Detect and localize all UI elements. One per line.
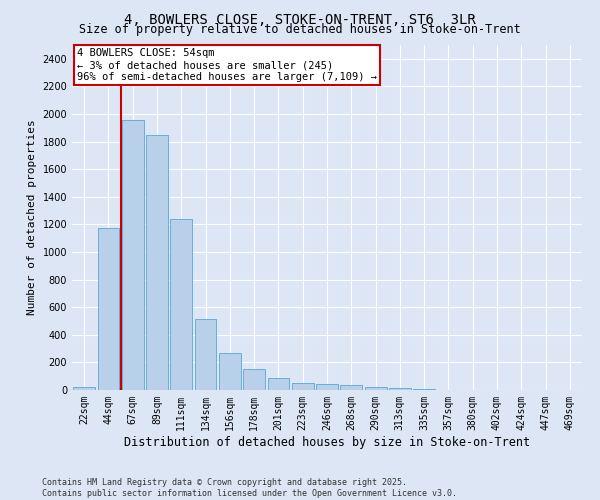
Bar [365, 387, 386, 390]
Bar [340, 385, 362, 390]
Text: 4 BOWLERS CLOSE: 54sqm
← 3% of detached houses are smaller (245)
96% of semi-det: 4 BOWLERS CLOSE: 54sqm ← 3% of detached … [77, 48, 377, 82]
Bar [219, 352, 241, 390]
Bar [97, 228, 119, 390]
Bar [243, 368, 265, 390]
Text: 4, BOWLERS CLOSE, STOKE-ON-TRENT, ST6  3LR: 4, BOWLERS CLOSE, STOKE-ON-TRENT, ST6 3L… [124, 12, 476, 26]
X-axis label: Distribution of detached houses by size in Stoke-on-Trent: Distribution of detached houses by size … [124, 436, 530, 448]
Bar [292, 383, 314, 390]
Bar [122, 120, 143, 390]
Bar [170, 219, 192, 390]
Text: Size of property relative to detached houses in Stoke-on-Trent: Size of property relative to detached ho… [79, 22, 521, 36]
Bar [146, 134, 168, 390]
Bar [73, 386, 95, 390]
Bar [194, 319, 217, 390]
Text: Contains HM Land Registry data © Crown copyright and database right 2025.
Contai: Contains HM Land Registry data © Crown c… [42, 478, 457, 498]
Y-axis label: Number of detached properties: Number of detached properties [27, 120, 37, 316]
Bar [316, 384, 338, 390]
Bar [268, 378, 289, 390]
Bar [389, 388, 411, 390]
